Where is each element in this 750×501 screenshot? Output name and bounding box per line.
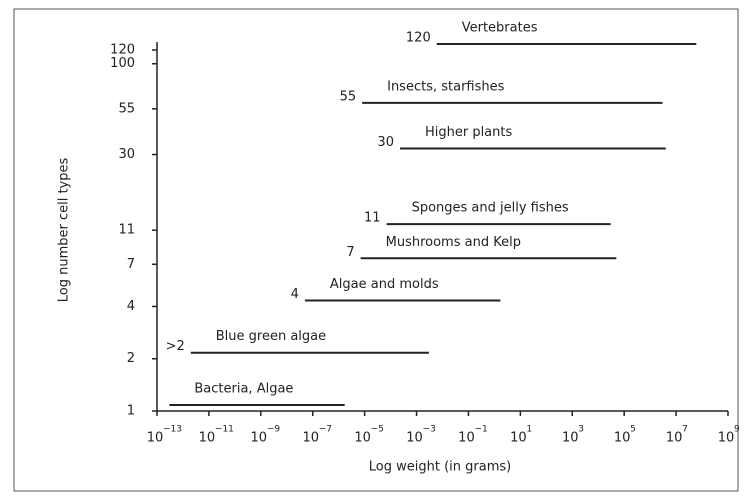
level-label: 4 (291, 287, 299, 302)
frame (14, 9, 738, 491)
group-label: Algae and molds (330, 277, 439, 292)
y-tick-label: 100 (110, 56, 135, 71)
x-tick-exponent: −9 (267, 425, 281, 435)
x-tick-label: 10 (354, 431, 371, 446)
y-tick-label: 2 (127, 351, 135, 366)
y-tick-label: 4 (127, 299, 135, 314)
level-label: 30 (377, 135, 394, 150)
level-label: 11 (364, 211, 381, 226)
x-tick-exponent: 9 (734, 425, 740, 435)
x-tick-label: 10 (406, 431, 423, 446)
x-tick-label: 10 (510, 431, 527, 446)
x-tick-label: 10 (251, 431, 268, 446)
x-tick-label: 10 (199, 431, 216, 446)
x-tick-exponent: −13 (163, 425, 182, 435)
x-tick-label: 10 (562, 431, 579, 446)
x-tick-label: 10 (718, 431, 735, 446)
group-label: Insects, starfishes (387, 79, 505, 94)
y-tick-label: 1 (127, 404, 135, 419)
x-tick-label: 10 (458, 431, 475, 446)
group-label: Sponges and jelly fishes (412, 201, 569, 216)
group-label: Blue green algae (216, 329, 326, 344)
chart: Log weight (in grams) Log number cell ty… (0, 0, 750, 501)
group-label: Mushrooms and Kelp (386, 235, 521, 250)
group-label: Vertebrates (462, 21, 538, 36)
x-tick-label: 10 (614, 431, 631, 446)
level-label: >2 (166, 339, 185, 354)
x-tick-label: 10 (147, 431, 164, 446)
x-tick-exponent: 5 (630, 425, 636, 435)
x-tick-exponent: −1 (474, 425, 487, 435)
x-axis-title: Log weight (in grams) (369, 460, 511, 475)
level-label: 120 (406, 31, 431, 46)
x-tick-exponent: 1 (526, 425, 532, 435)
y-tick-label: 11 (118, 223, 135, 238)
x-tick-label: 10 (302, 431, 319, 446)
y-axis-title: Log number cell types (57, 158, 72, 303)
x-tick-exponent: −11 (215, 425, 234, 435)
x-tick-exponent: 7 (682, 425, 688, 435)
level-label: 55 (340, 89, 357, 104)
x-tick-label: 10 (666, 431, 683, 446)
x-tick-exponent: 3 (578, 425, 584, 435)
y-tick-label: 7 (127, 257, 135, 272)
group-label: Bacteria, Algae (194, 382, 293, 397)
y-tick-label: 55 (118, 101, 135, 116)
y-tick-label: 120 (110, 43, 135, 58)
group-label: Higher plants (425, 125, 513, 140)
x-tick-exponent: −3 (423, 425, 436, 435)
y-tick-label: 30 (118, 147, 135, 162)
x-tick-exponent: −5 (371, 425, 384, 435)
x-tick-exponent: −7 (319, 425, 332, 435)
level-label: 7 (346, 245, 354, 260)
